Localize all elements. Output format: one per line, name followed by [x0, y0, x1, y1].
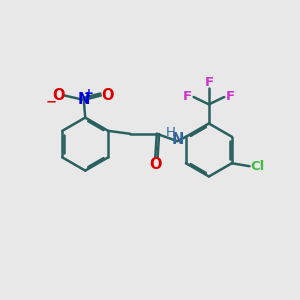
Text: F: F: [182, 91, 192, 103]
Text: F: F: [204, 76, 214, 89]
Text: N: N: [78, 92, 90, 107]
Text: N: N: [171, 132, 184, 147]
Text: O: O: [149, 157, 161, 172]
Text: O: O: [52, 88, 64, 103]
Text: −: −: [46, 95, 57, 109]
Text: O: O: [101, 88, 114, 103]
Text: +: +: [84, 87, 94, 100]
Text: H: H: [166, 126, 176, 140]
Text: F: F: [226, 91, 235, 103]
Text: Cl: Cl: [250, 160, 265, 173]
